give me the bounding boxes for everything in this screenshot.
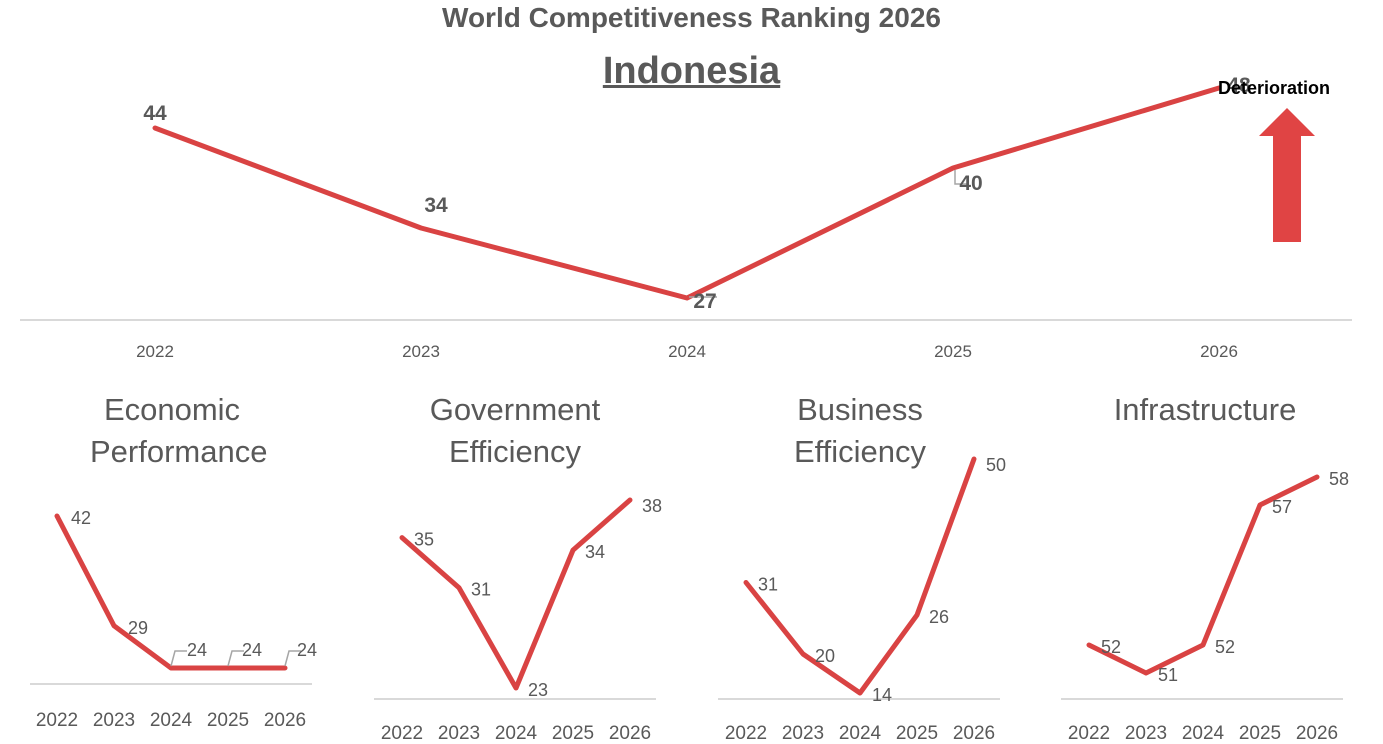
main-chart: 44 34 27 40 48 2022 2023 2024 2025 2026	[20, 74, 1352, 361]
subchart-title-infrastructure: Infrastructure	[1113, 392, 1297, 427]
x-tick-label: 2025	[934, 342, 972, 361]
data-label: 34	[585, 542, 605, 562]
x-tick-label: 2024	[495, 723, 538, 744]
data-point	[952, 167, 954, 169]
x-tick-label: 2023	[1125, 723, 1167, 744]
chart-infrastructure: 52 51 52 57 58 2022 2023 2024 2025 2026	[1061, 469, 1349, 744]
x-tick-label: 2024	[150, 710, 193, 731]
data-label: 50	[986, 455, 1006, 475]
data-label: 51	[1158, 665, 1178, 685]
x-tick-label: 2022	[1068, 723, 1110, 744]
data-point	[227, 667, 229, 669]
series-line	[152, 85, 1222, 301]
data-point	[686, 297, 688, 299]
data-label: 26	[929, 607, 949, 627]
deterioration-label: Deterioration	[1218, 78, 1331, 98]
x-tick-label: 2026	[1200, 342, 1238, 361]
data-label: 52	[1215, 637, 1235, 657]
x-tick-label: 2025	[552, 723, 594, 744]
x-tick-label: 2022	[381, 723, 423, 744]
label-leader-line	[954, 170, 967, 185]
data-label: 38	[642, 496, 662, 516]
x-tick-label: 2025	[1239, 723, 1281, 744]
data-label: 52	[1101, 637, 1121, 657]
x-tick-label: 2022	[136, 342, 174, 361]
data-label: 24	[242, 640, 262, 660]
x-tick-label: 2025	[207, 710, 249, 731]
x-tick-label: 2026	[264, 710, 306, 731]
subchart-title-government-efficiency: Government Efficiency	[429, 392, 601, 469]
subchart-title-economic-performance: Economic Performance	[90, 392, 268, 469]
x-tick-label: 2026	[1296, 723, 1338, 744]
data-point	[458, 586, 460, 589]
data-point	[572, 549, 574, 552]
data-point	[916, 614, 918, 616]
data-point	[745, 581, 747, 584]
subchart-title-business-efficiency: Business Efficiency	[793, 392, 927, 469]
data-point	[420, 227, 422, 229]
x-tick-label: 2022	[36, 710, 78, 731]
data-point	[113, 624, 115, 627]
data-label: 35	[414, 530, 434, 550]
data-point	[859, 692, 861, 694]
chart-main: 44 34 27 40 48 2022 2023 2024 2025 2026	[20, 74, 1352, 361]
data-point	[1218, 87, 1220, 89]
data-point	[973, 458, 975, 460]
x-tick-label: 2023	[782, 723, 824, 744]
x-tick-label: 2024	[839, 723, 882, 744]
data-label: 31	[471, 580, 491, 600]
data-point	[1259, 504, 1261, 506]
x-tick-label: 2024	[668, 342, 706, 361]
label-leader-line	[284, 650, 301, 667]
up-arrow-icon	[1259, 108, 1315, 242]
data-label: 40	[959, 172, 982, 195]
series-line	[399, 497, 633, 691]
data-label: 20	[815, 646, 835, 666]
data-label: 24	[297, 640, 317, 660]
data-point	[154, 127, 156, 129]
data-point	[629, 499, 631, 501]
data-label: 24	[187, 640, 207, 660]
data-point	[401, 536, 403, 539]
x-tick-label: 2024	[1182, 723, 1225, 744]
data-label: 14	[872, 685, 892, 705]
x-tick-label: 2026	[609, 723, 651, 744]
series-line	[743, 456, 977, 696]
data-label: 29	[128, 618, 148, 638]
data-point	[515, 687, 517, 689]
x-tick-label: 2023	[93, 710, 135, 731]
data-point	[284, 667, 286, 669]
data-point	[1316, 476, 1318, 478]
data-label: 31	[758, 575, 778, 595]
data-point	[802, 653, 804, 655]
data-label: 57	[1272, 497, 1292, 517]
data-label: 48	[1227, 74, 1251, 97]
chart-business-efficiency: 31 20 14 26 50 2022 2023 2024 2025 2026	[718, 455, 1006, 744]
data-label: 23	[528, 680, 548, 700]
label-leader-line	[227, 650, 244, 667]
x-tick-label: 2025	[896, 723, 938, 744]
chart-title: World Competitiveness Ranking 2026	[442, 2, 941, 33]
data-point	[170, 667, 172, 669]
label-leader-line	[170, 650, 187, 667]
x-tick-label: 2026	[953, 723, 995, 744]
data-label: 42	[71, 508, 91, 528]
data-label: 44	[143, 102, 167, 125]
deterioration-indicator	[1259, 108, 1315, 242]
data-label: 58	[1329, 469, 1349, 489]
country-name: Indonesia	[602, 50, 781, 92]
data-point	[1088, 644, 1090, 646]
data-point	[56, 515, 58, 517]
x-tick-label: 2022	[725, 723, 767, 744]
x-tick-label: 2023	[402, 342, 440, 361]
x-tick-label: 2023	[438, 723, 480, 744]
data-point	[1145, 672, 1147, 674]
data-point	[1202, 644, 1204, 646]
chart-government-efficiency: 35 31 23 34 38 2022 2023 2024 2025 2026	[374, 496, 662, 744]
chart-economic-performance: 42 29 24 24 24 2022 2023 2024 2025 2026	[30, 508, 317, 731]
data-label: 34	[424, 194, 448, 217]
data-label: 27	[693, 290, 716, 313]
